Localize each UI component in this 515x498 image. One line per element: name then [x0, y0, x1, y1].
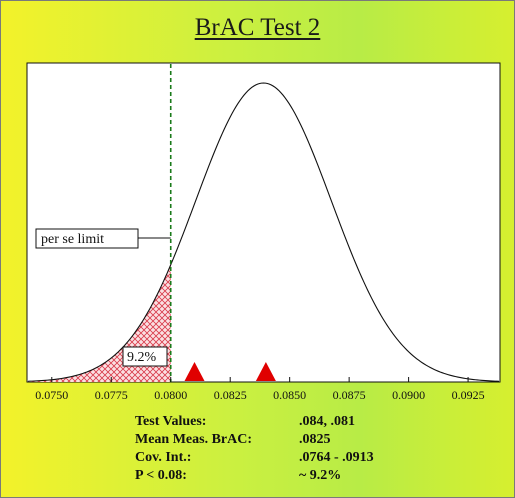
summary-label: Test Values: — [135, 414, 207, 429]
percent-label-box — [122, 346, 168, 367]
test-value-marker — [255, 362, 276, 381]
limit-label: per se limit — [41, 232, 104, 247]
density-curve — [27, 82, 500, 382]
x-tick-label: 0.0750 — [35, 388, 68, 402]
x-tick-label: 0.0900 — [392, 388, 425, 402]
test-value-marker — [184, 362, 205, 381]
x-tick-label: 0.0925 — [452, 388, 485, 402]
x-tick-label: 0.0800 — [154, 388, 187, 402]
summary-row-cov-int: Cov. Int.: .0764 - .0913 — [135, 450, 435, 467]
summary-row-mean: Mean Meas. BrAC: .0825 — [135, 432, 435, 449]
plot-area — [26, 62, 501, 383]
percent-label: 9.2% — [127, 350, 157, 365]
x-tick-label: 0.0875 — [333, 388, 366, 402]
limit-label-box — [35, 228, 139, 249]
summary-row-probability: P < 0.08: ~ 9.2% — [135, 468, 435, 485]
x-tick-label: 0.0850 — [273, 388, 306, 402]
chart-title: BrAC Test 2 — [194, 14, 321, 41]
summary-row-test-values: Test Values: .084, .081 — [135, 414, 435, 431]
summary-value: .0764 - .0913 — [299, 450, 374, 465]
summary-value: ~ 9.2% — [299, 468, 342, 483]
summary-label: Cov. Int.: — [135, 450, 192, 465]
summary-label: Mean Meas. BrAC: — [135, 432, 253, 447]
x-tick-label: 0.0775 — [95, 388, 128, 402]
summary-value: .0825 — [299, 432, 331, 447]
summary-label: P < 0.08: — [135, 468, 187, 483]
x-tick-label: 0.0825 — [214, 388, 247, 402]
summary-value: .084, .081 — [299, 414, 355, 429]
